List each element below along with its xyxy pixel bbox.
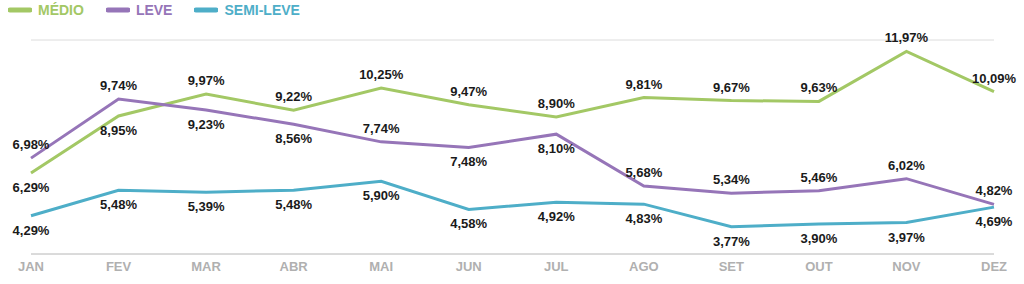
svg-text:10,09%: 10,09% (972, 71, 1016, 86)
svg-text:10,25%: 10,25% (359, 67, 404, 82)
svg-text:9,74%: 9,74% (100, 78, 137, 93)
svg-text:9,81%: 9,81% (625, 77, 662, 92)
svg-text:7,74%: 7,74% (363, 121, 400, 136)
svg-text:3,90%: 3,90% (800, 231, 837, 246)
svg-text:9,23%: 9,23% (188, 117, 225, 132)
svg-text:4,82%: 4,82% (976, 183, 1013, 198)
svg-text:8,56%: 8,56% (275, 131, 312, 146)
svg-text:6,02%: 6,02% (888, 158, 925, 173)
svg-text:SET: SET (719, 259, 744, 274)
svg-text:OUT: OUT (805, 259, 833, 274)
svg-text:4,83%: 4,83% (625, 211, 662, 226)
svg-text:9,97%: 9,97% (188, 73, 225, 88)
svg-text:4,69%: 4,69% (976, 214, 1013, 229)
svg-text:5,90%: 5,90% (363, 188, 400, 203)
svg-text:3,97%: 3,97% (888, 230, 925, 245)
svg-text:9,22%: 9,22% (275, 89, 312, 104)
svg-text:7,48%: 7,48% (450, 154, 487, 169)
svg-text:MAI: MAI (369, 259, 393, 274)
html-text:SEMI-LEVE: SEMI-LEVE (224, 2, 300, 18)
svg-text:4,29%: 4,29% (13, 223, 50, 238)
svg-text:5,68%: 5,68% (625, 165, 662, 180)
svg-text:5,46%: 5,46% (800, 170, 837, 185)
svg-text:8,90%: 8,90% (538, 96, 575, 111)
svg-text:9,47%: 9,47% (450, 84, 487, 99)
svg-text:JAN: JAN (18, 259, 44, 274)
svg-text:3,77%: 3,77% (713, 234, 750, 249)
svg-text:8,95%: 8,95% (100, 123, 137, 138)
svg-text:6,98%: 6,98% (13, 137, 50, 152)
svg-text:ABR: ABR (280, 259, 309, 274)
svg-text:5,39%: 5,39% (188, 199, 225, 214)
html-text:LEVE: LEVE (135, 2, 173, 18)
svg-text:9,67%: 9,67% (713, 80, 750, 95)
svg-text:5,48%: 5,48% (275, 197, 312, 212)
svg-text:8,10%: 8,10% (538, 141, 575, 156)
svg-text:NOV: NOV (892, 259, 921, 274)
svg-text:MAR: MAR (191, 259, 221, 274)
svg-text:JUL: JUL (544, 259, 569, 274)
svg-text:AGO: AGO (629, 259, 659, 274)
svg-text:6,29%: 6,29% (13, 180, 50, 195)
svg-text:4,58%: 4,58% (450, 216, 487, 231)
svg-text:9,63%: 9,63% (800, 80, 837, 95)
svg-text:JUN: JUN (456, 259, 482, 274)
svg-text:5,34%: 5,34% (713, 172, 750, 187)
svg-text:11,97%: 11,97% (885, 30, 929, 45)
svg-text:DEZ: DEZ (981, 259, 1007, 274)
svg-text:FEV: FEV (106, 259, 132, 274)
svg-text:4,92%: 4,92% (538, 209, 575, 224)
svg-text:5,48%: 5,48% (100, 197, 137, 212)
html-text:MÉDIO: MÉDIO (38, 2, 84, 18)
